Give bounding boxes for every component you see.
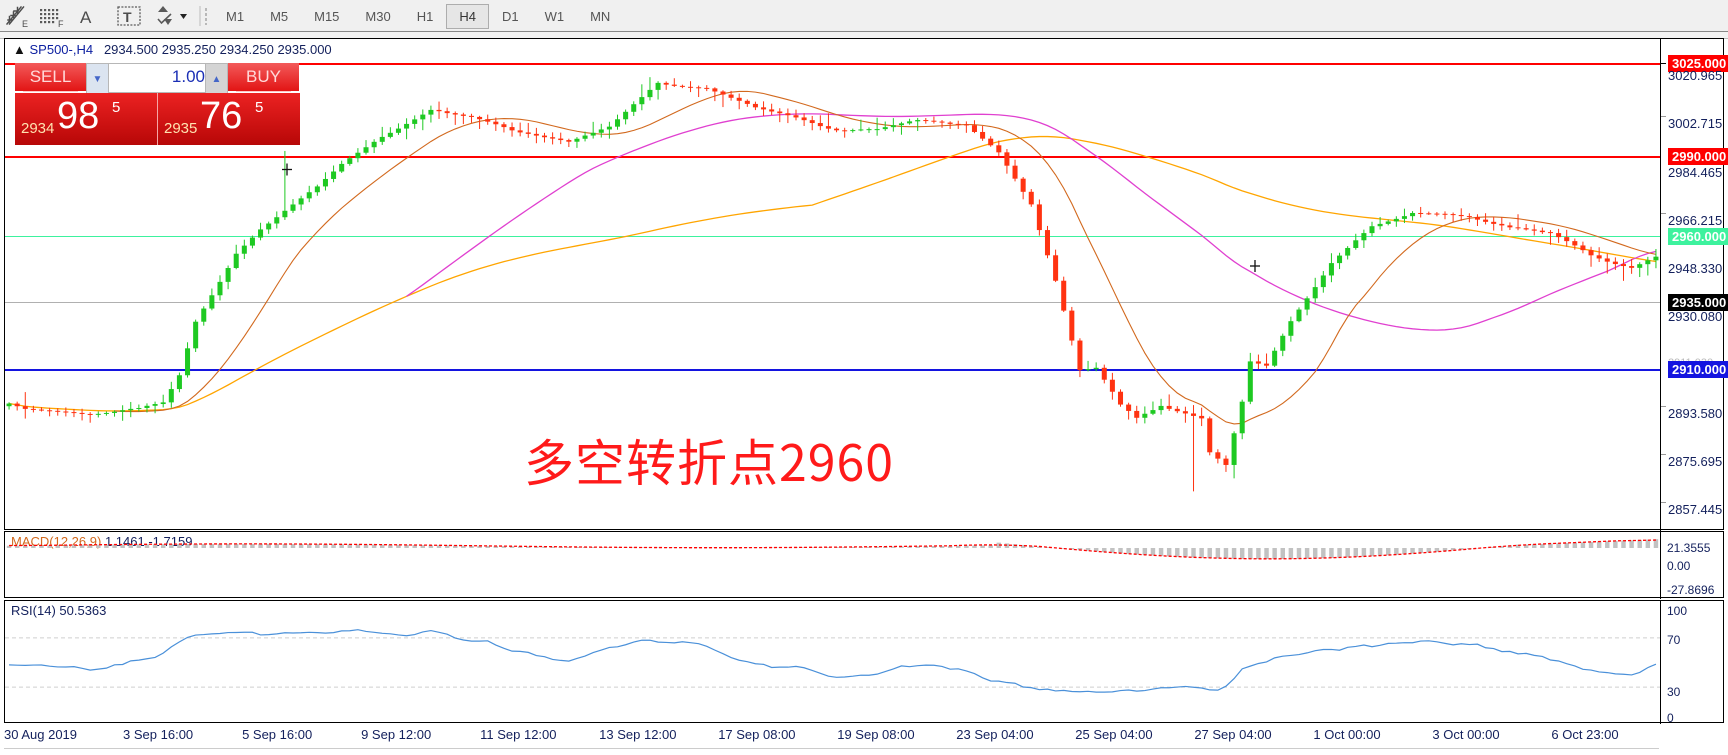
svg-text:E: E	[22, 19, 28, 29]
svg-text:T: T	[123, 9, 132, 25]
svg-text:A: A	[80, 8, 92, 27]
svg-text:F: F	[58, 19, 64, 29]
